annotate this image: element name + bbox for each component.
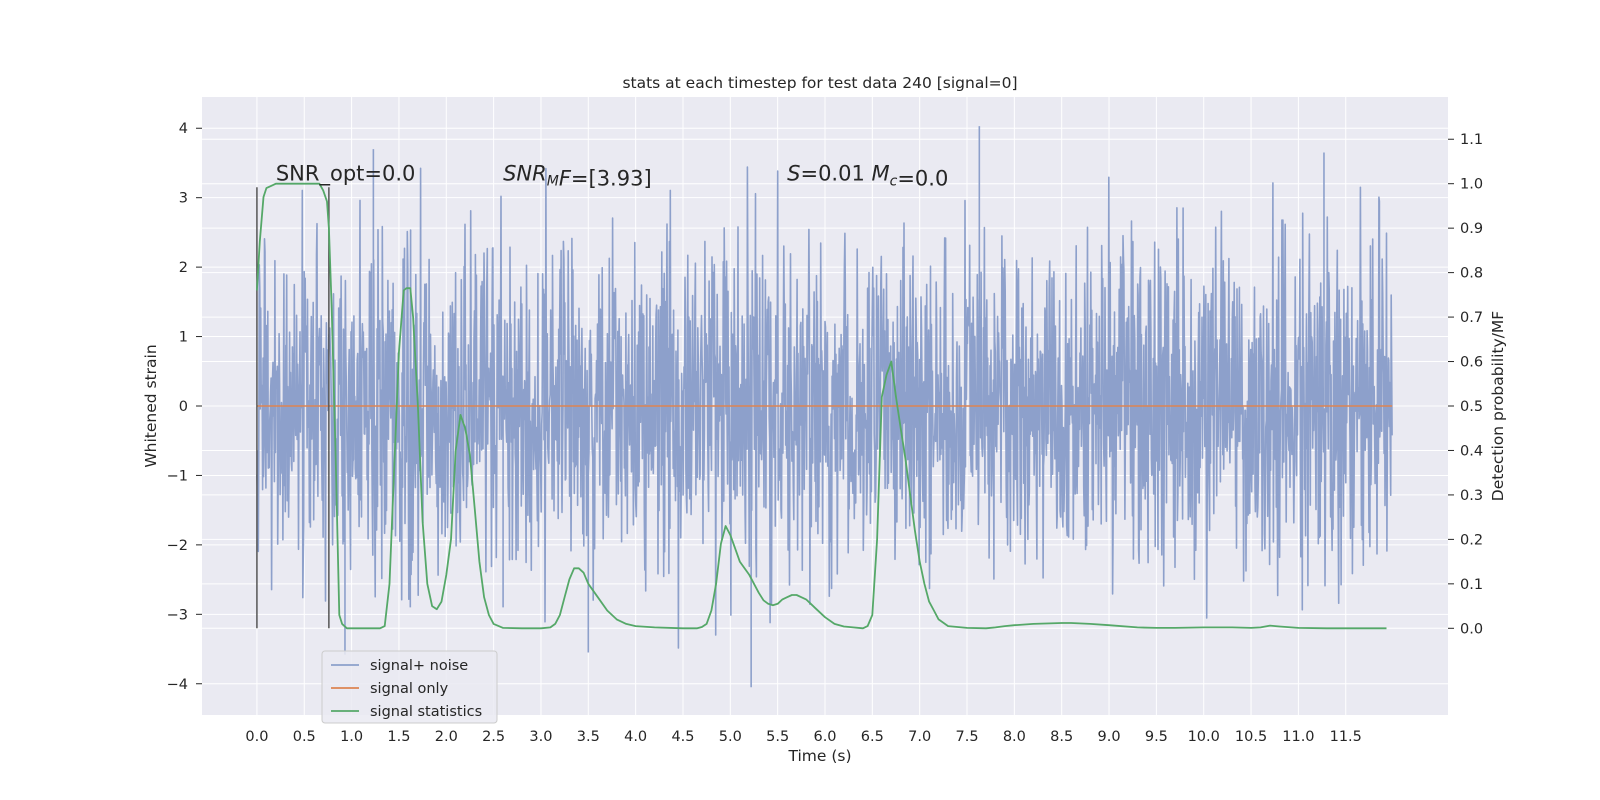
y-tick-label: 0 xyxy=(179,399,188,415)
y2-tick-label: 0.2 xyxy=(1460,532,1483,548)
marker-lines xyxy=(256,187,330,629)
y2-tick-label: 0.3 xyxy=(1460,488,1483,504)
signal-statistics-line xyxy=(256,182,1387,630)
x-tick-label: 4.5 xyxy=(671,729,694,745)
x-tick-label: 11.5 xyxy=(1330,729,1362,745)
annotation-part: c xyxy=(890,173,898,189)
x-axis-ticks: 0.0 0.5 1.0 1.5 2.0 2.5 3.0 3.5 4.0 4.5 5.0 5.5 6.0 6… xyxy=(245,729,1362,745)
annotation-part: =0.0 xyxy=(897,166,948,190)
x-tick-label: 4.0 xyxy=(624,729,647,745)
y2-tick-label: 0.1 xyxy=(1460,577,1483,593)
y2-axis-ticks: 0.0 0.1 0.2 0.3 0.4 0.5 0.6 0.7 0.8 0.9 1.0 1.1 xyxy=(1448,132,1483,637)
annotation-text: SNRMF=[3.93] xyxy=(503,161,652,190)
x-tick-label: 7.5 xyxy=(955,729,978,745)
annotation-part: SNR_opt=0.0 xyxy=(276,161,416,186)
x-tick-label: 1.0 xyxy=(340,729,363,745)
y2-tick-label: 0.9 xyxy=(1460,221,1483,237)
y-tick-label: 3 xyxy=(179,191,188,207)
y-tick-label: −3 xyxy=(167,607,188,623)
annotation-part: F xyxy=(559,166,572,190)
x-tick-label: 0.5 xyxy=(293,729,316,745)
y2-axis-label: Detection probability/MF xyxy=(1489,311,1507,502)
x-tick-label: 8.5 xyxy=(1050,729,1073,745)
legend-label: signal only xyxy=(370,681,449,697)
y-tick-label: 2 xyxy=(179,260,188,276)
chart-title: stats at each timestep for test data 240… xyxy=(622,74,1017,92)
x-tick-label: 0.0 xyxy=(245,729,268,745)
annotation-text: S=0.01 Mc=0.0 xyxy=(787,161,948,190)
annotation-part: SNR xyxy=(503,161,547,185)
y-tick-label: −2 xyxy=(167,538,188,554)
y2-tick-label: 1.1 xyxy=(1460,132,1483,148)
y-tick-label: 4 xyxy=(179,121,188,137)
y-axis-ticks: −4 −3 −2 −1 0 1 2 3 4 xyxy=(167,121,202,693)
legend-label: signal+ noise xyxy=(370,658,468,674)
legend-box xyxy=(321,650,498,724)
noise-trace xyxy=(256,166,1393,649)
x-tick-label: 1.5 xyxy=(387,729,410,745)
x-tick-label: 10.5 xyxy=(1235,729,1267,745)
y2-tick-label: 1.0 xyxy=(1460,177,1483,193)
x-tick-label: 2.5 xyxy=(482,729,505,745)
y2-tick-label: 0.7 xyxy=(1460,310,1483,326)
y2-tick-label: 0.5 xyxy=(1460,399,1483,415)
y2-tick-label: 0.8 xyxy=(1460,266,1483,282)
x-tick-label: 5.0 xyxy=(719,729,742,745)
annotation-part: =0.01 xyxy=(800,161,871,185)
x-tick-label: 6.0 xyxy=(813,729,836,745)
x-tick-label: 3.5 xyxy=(577,729,600,745)
y-tick-label: 1 xyxy=(179,330,188,346)
x-tick-label: 11.0 xyxy=(1282,729,1314,745)
legend-label: signal statistics xyxy=(370,704,482,720)
x-tick-label: 8.0 xyxy=(1003,729,1026,745)
y-tick-label: −1 xyxy=(167,468,188,484)
annotation-part: S xyxy=(787,161,800,185)
annotations: SNR_opt=0.0 SNRMF=[3.93] S=0.01 Mc=0.0 xyxy=(276,161,948,190)
x-axis-label: Time (s) xyxy=(787,747,851,765)
x-tick-label: 10.0 xyxy=(1188,729,1220,745)
y-tick-label: −4 xyxy=(167,677,188,693)
series-signal-noise xyxy=(256,126,1393,688)
x-tick-label: 9.5 xyxy=(1145,729,1168,745)
x-tick-label: 6.5 xyxy=(861,729,884,745)
x-tick-label: 3.0 xyxy=(529,729,552,745)
y2-tick-label: 0.6 xyxy=(1460,355,1483,371)
y2-tick-label: 0.0 xyxy=(1460,621,1483,637)
y-axis-label: Whitened strain xyxy=(142,344,160,467)
annotation-part: M xyxy=(872,161,890,185)
legend: signal+ noise signal only signal statistic… xyxy=(321,650,498,724)
annotation-part: M xyxy=(547,173,559,189)
y2-tick-label: 0.4 xyxy=(1460,443,1483,459)
series-signal-statistics xyxy=(256,182,1387,630)
annotation-text: SNR_opt=0.0 xyxy=(276,161,416,186)
x-tick-label: 7.0 xyxy=(908,729,931,745)
annotation-part: =[3.93] xyxy=(571,166,652,190)
x-tick-label: 2.0 xyxy=(435,729,458,745)
x-tick-label: 9.0 xyxy=(1098,729,1121,745)
x-tick-label: 5.5 xyxy=(766,729,789,745)
